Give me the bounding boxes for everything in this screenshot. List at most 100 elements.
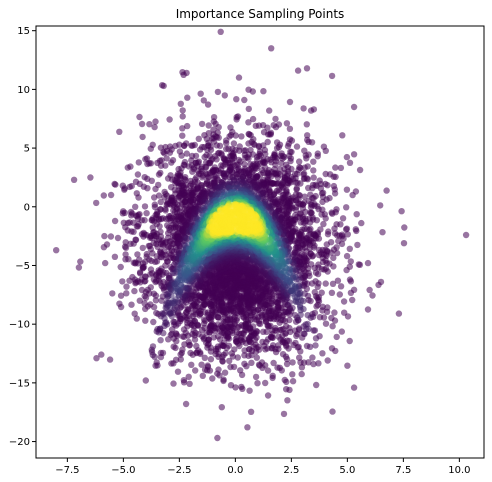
scatter-point — [236, 147, 243, 154]
scatter-point — [184, 94, 191, 101]
scatter-point — [289, 359, 296, 366]
scatter-point — [293, 186, 300, 193]
scatter-point — [264, 392, 272, 399]
scatter-point — [377, 202, 384, 209]
scatter-point — [262, 379, 269, 387]
scatter-point — [184, 122, 191, 130]
scatter-point — [314, 153, 321, 160]
scatter-point — [316, 177, 323, 184]
scatter-point — [369, 292, 376, 299]
scatter-point — [122, 251, 129, 258]
scatter-point — [322, 215, 329, 222]
scatter-point — [337, 164, 345, 172]
scatter-point — [221, 369, 229, 376]
scatter-point — [205, 130, 212, 137]
scatter-point — [170, 318, 177, 325]
scatter-point — [161, 315, 168, 322]
scatter-point — [311, 289, 318, 296]
scatter-point — [159, 82, 166, 89]
scatter-point — [303, 121, 310, 128]
scatter-point — [343, 153, 351, 161]
scatter-point — [335, 237, 342, 245]
scatter-point — [182, 400, 190, 408]
scatter-point — [157, 337, 164, 344]
scatter-point — [128, 182, 135, 190]
scatter-point — [329, 280, 337, 287]
scatter-point — [307, 191, 314, 198]
scatter-point — [331, 309, 338, 316]
scatter-point — [383, 187, 390, 194]
scatter-point — [273, 144, 281, 152]
scatter-point — [329, 408, 336, 415]
scatter-point — [300, 175, 308, 182]
scatter-point — [204, 101, 212, 108]
scatter-point — [298, 370, 305, 378]
scatter-point — [328, 72, 336, 80]
scatter-point — [136, 270, 144, 277]
scatter-point — [201, 354, 208, 361]
scatter-point — [286, 316, 293, 324]
scatter-point — [232, 132, 239, 139]
scatter-point — [200, 316, 208, 323]
scatter-point — [247, 408, 255, 415]
scatter-point — [179, 113, 186, 120]
scatter-point — [245, 140, 252, 147]
scatter-point — [354, 241, 361, 249]
scatter-point — [297, 219, 304, 226]
scatter-point — [310, 360, 317, 368]
scatter-point — [117, 292, 125, 299]
scatter-point — [304, 132, 311, 139]
scatter-point — [230, 140, 238, 147]
scatter-point — [289, 304, 296, 312]
scatter-point — [278, 367, 285, 374]
scatter-point — [157, 198, 164, 206]
scatter-point — [310, 158, 317, 165]
scatter-point — [193, 342, 200, 350]
scatter-point — [198, 120, 206, 128]
scatter-point — [158, 157, 165, 164]
scatter-point — [134, 251, 141, 258]
scatter-point — [304, 312, 311, 319]
scatter-point — [278, 159, 285, 167]
scatter-point — [177, 356, 184, 363]
scatter-point — [197, 90, 204, 97]
scatter-point — [143, 155, 151, 162]
scatter-point — [225, 342, 233, 349]
scatter-point — [125, 256, 132, 263]
scatter-point — [141, 217, 148, 224]
scatter-point — [191, 141, 198, 149]
scatter-point — [206, 160, 214, 167]
scatter-point — [179, 125, 186, 132]
scatter-point — [122, 244, 130, 251]
scatter-point — [268, 45, 275, 52]
scatter-point — [153, 258, 161, 265]
scatter-point — [162, 319, 169, 327]
scatter-point — [152, 118, 159, 125]
chart-title: Importance Sampling Points — [176, 7, 345, 21]
scatter-point — [296, 158, 303, 165]
scatter-point — [301, 147, 308, 154]
scatter-point — [132, 236, 140, 244]
scatter-point — [264, 367, 272, 374]
scatter-point — [264, 138, 271, 146]
scatter-point — [234, 354, 241, 361]
scatter-point — [111, 217, 119, 225]
scatter-point — [155, 192, 163, 199]
scatter-point — [183, 150, 190, 157]
scatter-point — [140, 263, 148, 271]
scatter-point — [146, 290, 153, 297]
scatter-point — [176, 141, 183, 148]
scatter-point — [324, 357, 331, 364]
scatter-point — [149, 141, 156, 148]
scatter-point — [289, 378, 297, 385]
scatter-point — [130, 228, 137, 235]
scatter-point — [269, 342, 277, 349]
scatter-point — [131, 287, 138, 295]
scatter-point — [184, 306, 191, 313]
scatter-point — [163, 155, 170, 162]
scatter-point — [343, 204, 350, 211]
scatter-point — [249, 115, 257, 123]
scatter-point — [136, 113, 143, 121]
scatter-point — [213, 156, 220, 163]
scatter-point — [282, 353, 290, 360]
